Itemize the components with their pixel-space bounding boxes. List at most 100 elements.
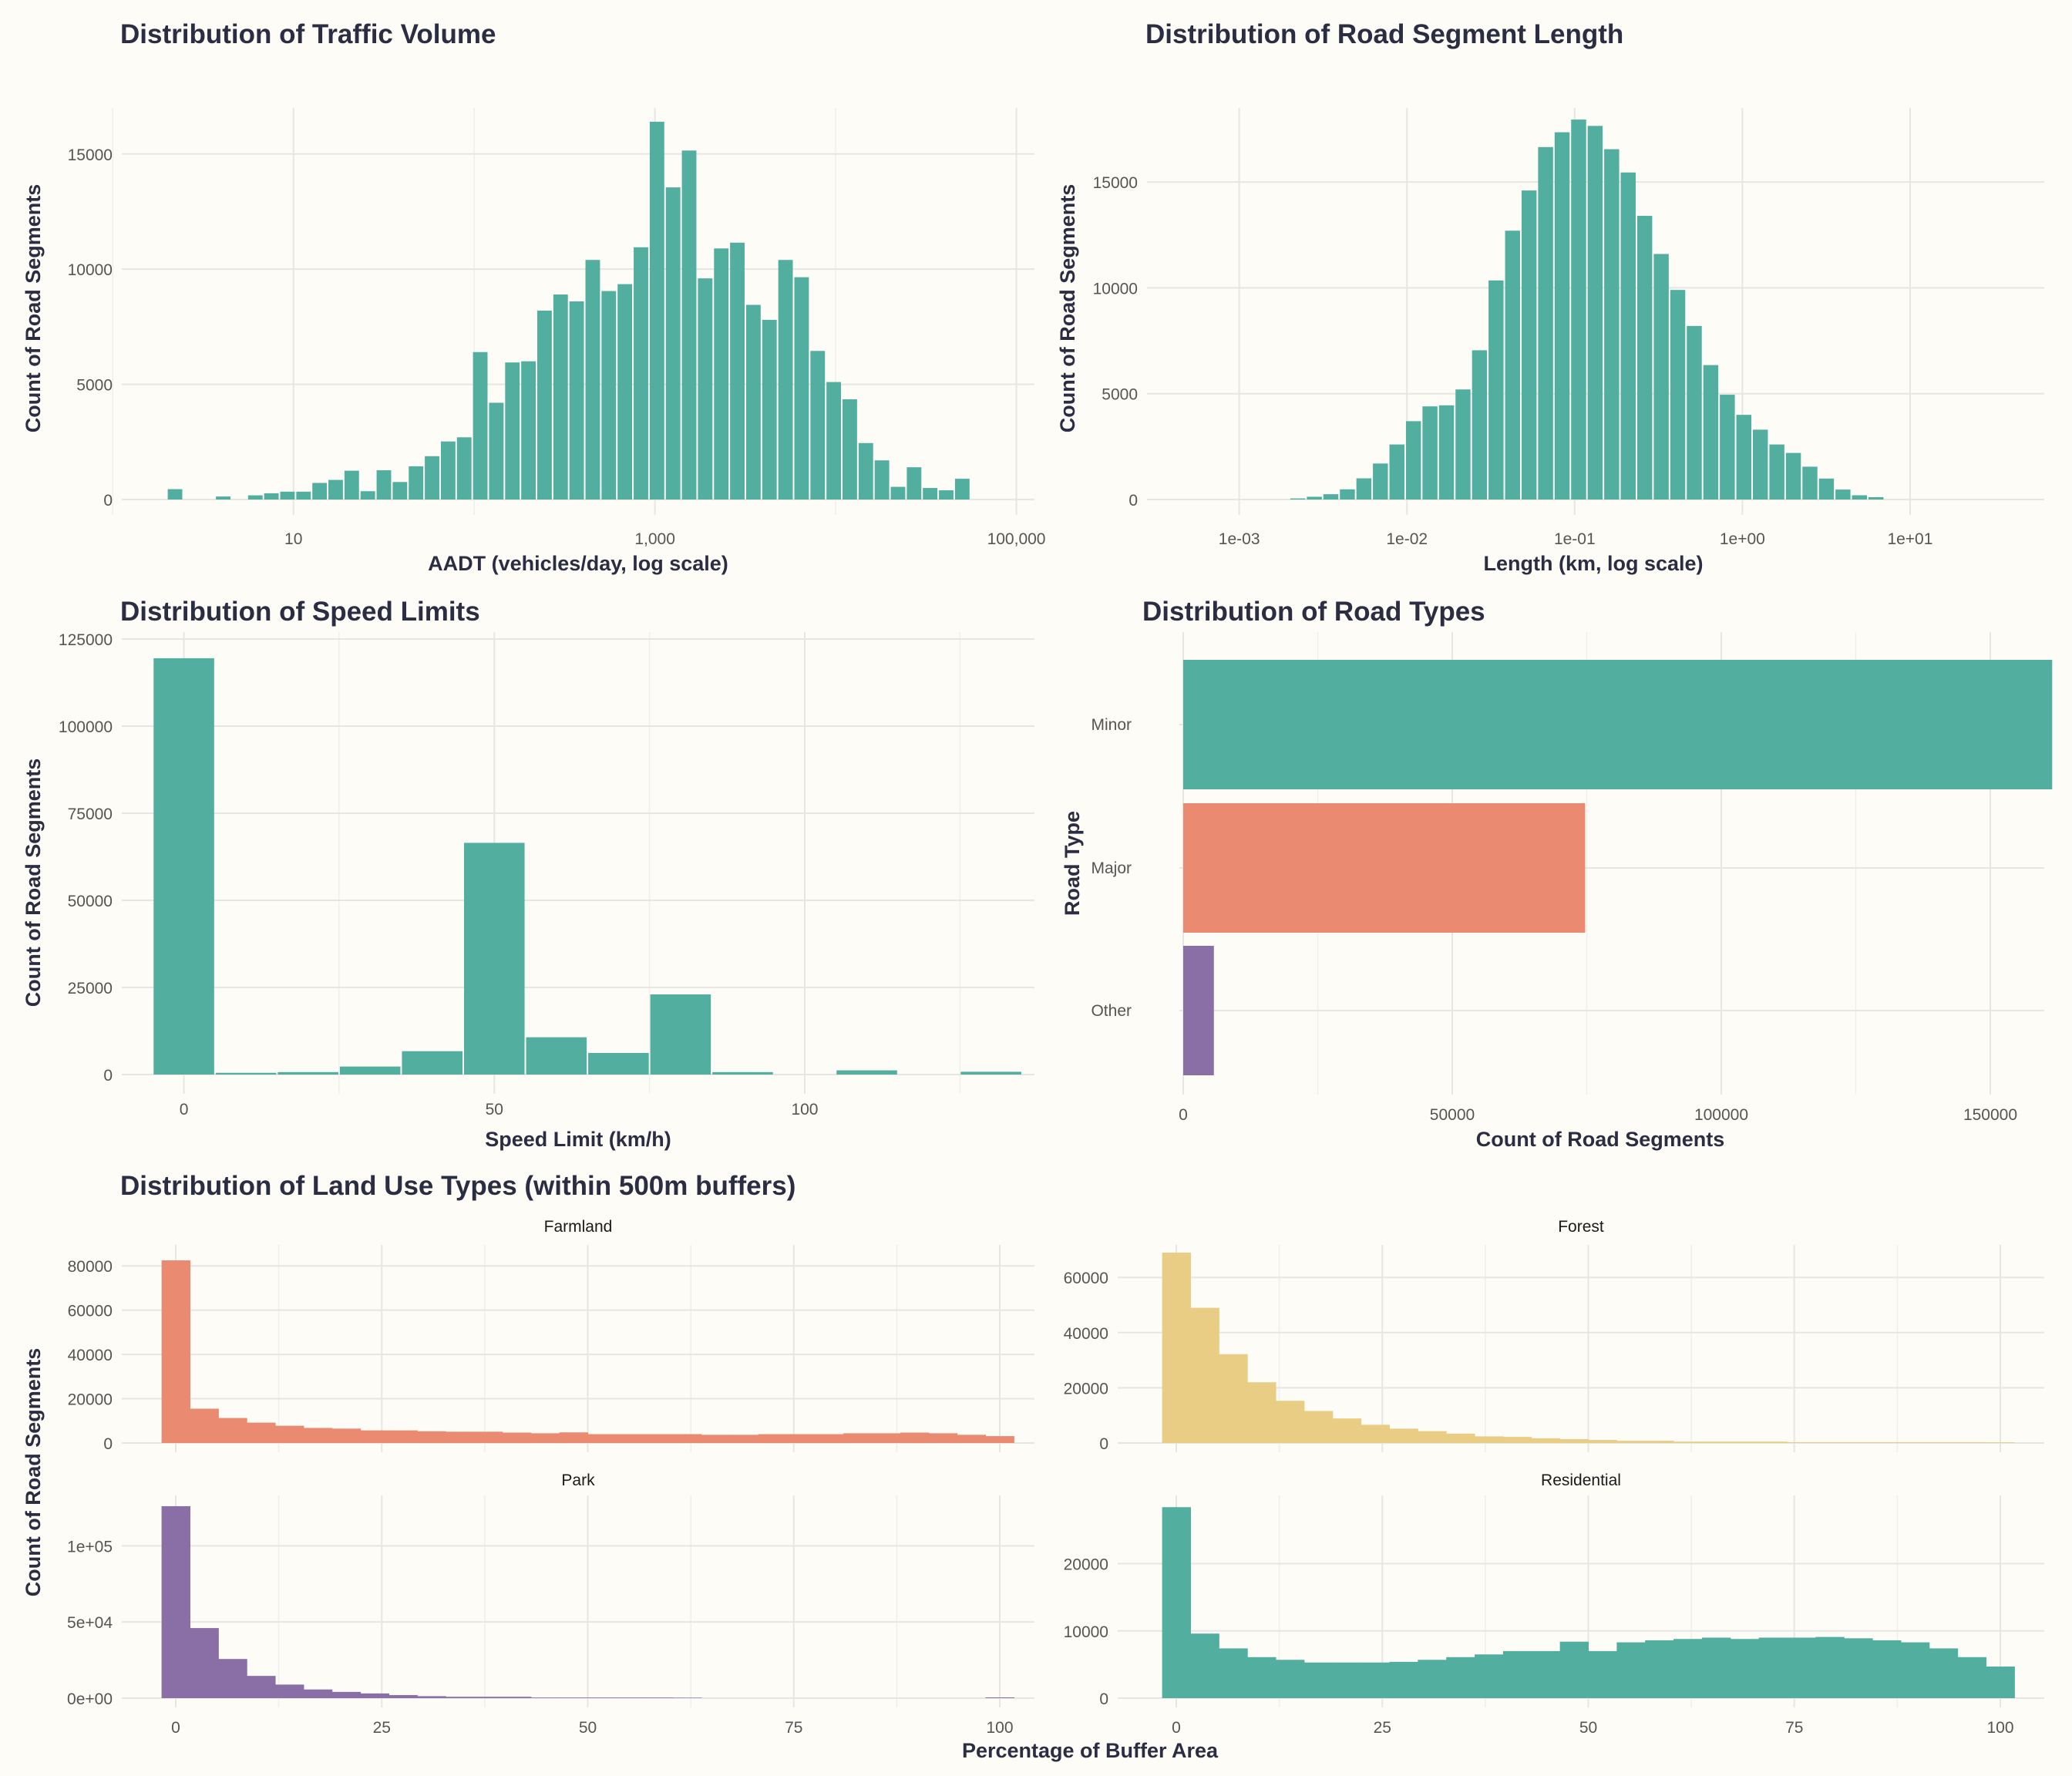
histogram-bar [559, 1432, 588, 1443]
y-tick-label: 100000 [59, 718, 113, 736]
histogram-bar [474, 1431, 503, 1443]
histogram-bar [1872, 1441, 1902, 1443]
histogram-bar [616, 1697, 645, 1698]
histogram-bar [616, 1434, 645, 1443]
histogram-bar [1673, 1639, 1703, 1698]
histogram-bar [1844, 1441, 1873, 1443]
x-tick-label: 1,000 [634, 530, 675, 548]
histogram-bar [1957, 1657, 1987, 1698]
histogram-bar [794, 277, 809, 500]
histogram-bar [153, 658, 214, 1075]
histogram-bar [617, 284, 633, 500]
bar-minor [1183, 660, 2053, 789]
histogram-bar [1616, 1642, 1646, 1698]
category-label: Major [1091, 859, 1132, 877]
histogram-bar [1332, 1418, 1362, 1443]
histogram-bar [417, 1431, 446, 1443]
histogram-bar [1653, 254, 1669, 500]
histogram-bar [1835, 489, 1851, 500]
histogram-bar [665, 187, 681, 500]
histogram-bar [1769, 444, 1784, 500]
speed-title: Distribution of Speed Limits [120, 597, 480, 627]
histogram-bar [1687, 325, 1702, 500]
histogram-bar [730, 242, 745, 500]
histogram-bar [360, 1430, 389, 1443]
histogram-bar [505, 362, 520, 500]
histogram-bar [425, 456, 439, 500]
histogram-bar [376, 470, 392, 500]
y-tick-label: 0 [1099, 1435, 1108, 1453]
histogram-bar [1361, 1662, 1390, 1698]
histogram-bar [1986, 1442, 2015, 1443]
histogram-bar [1531, 1438, 1561, 1443]
y-tick-label: 0 [1128, 492, 1138, 510]
length-title: Distribution of Road Segment Length [1145, 19, 1623, 49]
histogram-bar [1502, 1650, 1532, 1698]
histogram-bar [585, 260, 600, 500]
histogram-bar [1303, 1411, 1334, 1443]
histogram-bar [1736, 415, 1751, 500]
histogram-bar [388, 1695, 418, 1698]
histogram-bar [502, 1432, 532, 1443]
histogram-bar [1438, 405, 1455, 500]
histogram-bar [1818, 478, 1835, 500]
histogram-bar [1670, 290, 1686, 500]
histogram-bar [215, 1072, 277, 1075]
traffic-panel: Distribution of Traffic Volume 10 1,000 10… [22, 19, 1046, 575]
histogram-bar [714, 248, 729, 500]
histogram-bar [1604, 149, 1620, 500]
histogram-bar [634, 247, 648, 500]
x-tick-label: 150000 [1963, 1106, 2017, 1124]
histogram-bar [985, 1697, 1014, 1698]
histogram-bar [1340, 489, 1355, 500]
histogram-bar [190, 1408, 219, 1443]
roadtypes-title: Distribution of Road Types [1142, 597, 1485, 627]
histogram-bar [264, 493, 279, 500]
histogram-bar [1373, 463, 1388, 500]
histogram-bar [1701, 1441, 1731, 1443]
histogram-bar [843, 1433, 873, 1443]
histogram-bar [1247, 1382, 1276, 1443]
bar-major [1183, 803, 1586, 933]
histogram-bar [1247, 1657, 1276, 1698]
histogram-bar [1475, 1436, 1504, 1443]
histogram-bar [1422, 406, 1438, 500]
histogram-bar [1620, 172, 1636, 500]
roadtypes-x-label: Count of Road Segments [1476, 1128, 1725, 1151]
histogram-bar [473, 352, 488, 500]
facet-strip-label: Farmland [544, 1218, 613, 1236]
histogram-bar [1276, 1401, 1305, 1443]
histogram-bar [960, 1071, 1021, 1075]
histogram-bar [278, 1071, 338, 1075]
y-tick-label: 10000 [1064, 1623, 1108, 1641]
histogram-bar [1929, 1648, 1959, 1698]
histogram-bar [1554, 132, 1570, 500]
histogram-bar [1307, 496, 1322, 500]
traffic-y-label: Count of Road Segments [22, 184, 45, 433]
y-tick-label: 40000 [68, 1347, 113, 1364]
y-tick-label: 0 [103, 1435, 113, 1453]
histogram-bar [1588, 1440, 1617, 1443]
y-tick-label: 75000 [68, 806, 113, 823]
facet-farmland: Farmland 0 20000 40000 60000 80000 [68, 1218, 1034, 1453]
histogram-bar [872, 1433, 901, 1443]
histogram-bar [810, 351, 826, 500]
histogram-bar [1872, 1640, 1902, 1698]
histogram-bar [1559, 1438, 1589, 1443]
y-tick-label: 5000 [76, 377, 113, 395]
histogram-bar [553, 294, 568, 500]
histogram-bar [1303, 1662, 1334, 1698]
histogram-bar [1162, 1253, 1191, 1443]
histogram-bar [939, 490, 954, 500]
histogram-bar [826, 382, 842, 500]
histogram-bar [1701, 1637, 1731, 1698]
histogram-bar [331, 1691, 362, 1698]
y-tick-label: 125000 [59, 631, 113, 649]
histogram-bar [456, 437, 472, 500]
y-tick-label: 10000 [1093, 280, 1138, 298]
histogram-bar [1418, 1431, 1447, 1443]
histogram-bar [247, 495, 263, 500]
histogram-bar [786, 1434, 816, 1443]
histogram-bar [1531, 1650, 1561, 1698]
y-tick-label: 20000 [1064, 1556, 1108, 1574]
